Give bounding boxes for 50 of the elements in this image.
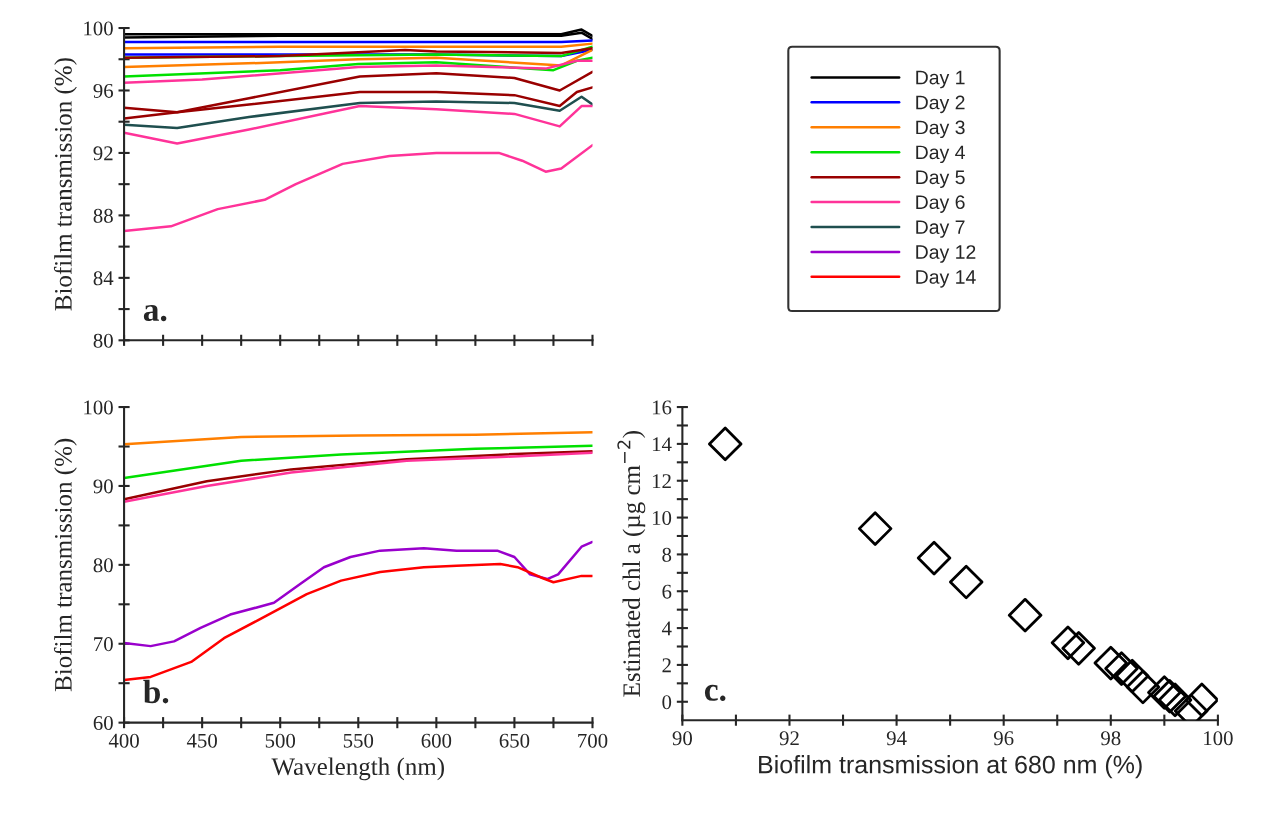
- y-tick-label: 12: [652, 474, 671, 488]
- y-axis-title: Biofilm transmission (%): [53, 58, 77, 311]
- y-tick-label: 2: [662, 658, 671, 673]
- annotation: c.: [704, 684, 726, 702]
- y-tick-label: 80: [93, 333, 113, 348]
- y-tick-label: 84: [93, 271, 114, 286]
- x-tick-label: 600: [421, 733, 452, 748]
- x-tick-label: 500: [265, 733, 296, 748]
- x-tick-label: 90: [672, 731, 692, 746]
- x-tick-label: 92: [779, 731, 799, 746]
- y-tick-label: 10: [652, 510, 672, 525]
- y-tick-label: 88: [93, 208, 113, 223]
- y-tick-label: 4: [661, 621, 672, 636]
- x-axis-title: Wavelength (nm): [271, 757, 444, 781]
- x-tick-label: 450: [186, 733, 217, 748]
- y-tick-label: 70: [94, 637, 113, 652]
- x-tick-label: 400: [108, 733, 139, 748]
- x-tick-label: 98: [1101, 731, 1121, 746]
- legend-label: Day 6: [916, 195, 965, 213]
- legend-label: Day 2: [916, 95, 965, 114]
- annotation: a.: [143, 305, 167, 322]
- legend-label: Day 5: [916, 170, 965, 188]
- y-tick-label: 8: [662, 547, 672, 562]
- x-tick-label: 650: [499, 733, 530, 748]
- legend-label: Day 4: [916, 145, 965, 164]
- legend-label: Day 3: [916, 120, 965, 139]
- legend-label: Day 14: [916, 270, 976, 288]
- y-tick-label: 90: [93, 479, 113, 494]
- x-tick-label: 550: [343, 733, 374, 748]
- legend-label: Day 7: [916, 220, 965, 238]
- x-tick-label: 100: [1204, 731, 1233, 746]
- x-axis-title: Biofilm transmission at 680 nm (%): [759, 755, 1142, 779]
- y-tick-label: 96: [93, 83, 114, 98]
- y-tick-label: 92: [93, 146, 113, 161]
- x-tick-label: 96: [993, 731, 1014, 746]
- y-tick-label: 100: [84, 21, 113, 36]
- x-tick-label: 700: [578, 733, 608, 748]
- y-tick-label: 60: [93, 716, 113, 731]
- x-tick-label: 94: [886, 731, 907, 746]
- y-tick-label: 6: [662, 584, 672, 599]
- y-axis-title: Biofilm transmission (%): [53, 438, 77, 692]
- annotation: b.: [143, 679, 169, 704]
- y-tick-label: 14: [652, 437, 672, 452]
- legend-label: Day 12: [916, 245, 976, 263]
- y-tick-label: 16: [652, 400, 672, 415]
- legend-label: Day 1: [916, 70, 965, 89]
- y-axis-title: Estimated chl a (µg cm$^{−2}$): [617, 431, 646, 697]
- y-tick-label: 80: [93, 558, 113, 573]
- y-tick-label: 0: [662, 695, 672, 710]
- y-tick-label: 100: [84, 400, 113, 415]
